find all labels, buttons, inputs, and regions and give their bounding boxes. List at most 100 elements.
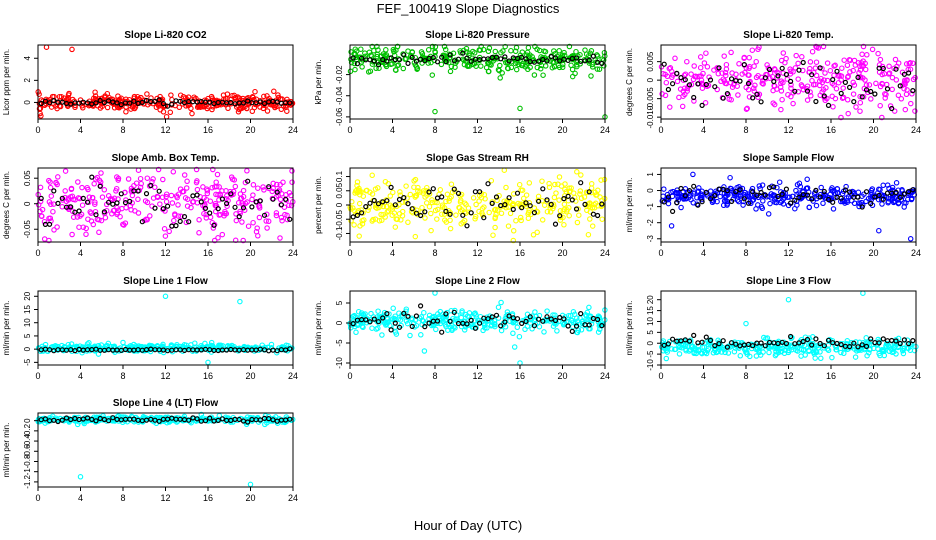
data-point <box>486 45 493 51</box>
data-point <box>273 212 280 219</box>
data-point <box>452 60 459 67</box>
data-point <box>358 207 365 213</box>
data-point <box>541 202 548 208</box>
hourly-point <box>59 99 65 105</box>
x-tick-label: 0 <box>658 248 663 258</box>
hourly-point <box>514 190 521 196</box>
hourly-point <box>350 55 356 61</box>
x-tick-label: 16 <box>203 371 213 381</box>
data-point <box>539 178 545 184</box>
data-point <box>275 92 281 98</box>
data-point <box>751 63 757 69</box>
data-point <box>437 318 443 324</box>
data-point <box>786 194 793 200</box>
data-points <box>347 43 608 120</box>
data-point <box>589 223 596 229</box>
data-point <box>526 200 533 206</box>
data-point <box>583 313 590 319</box>
data-point <box>180 93 187 100</box>
hourly-point <box>599 60 605 67</box>
hourly-point <box>443 208 449 214</box>
data-point <box>389 316 396 322</box>
data-point <box>714 65 720 71</box>
hourly-point <box>59 195 65 201</box>
hourly-point <box>477 189 483 195</box>
data-point <box>586 313 592 319</box>
data-point <box>813 72 820 79</box>
data-point <box>395 316 401 323</box>
data-point <box>170 169 177 175</box>
data-point <box>771 66 778 72</box>
data-point <box>162 233 169 239</box>
data-point <box>147 213 153 219</box>
data-point <box>707 188 714 194</box>
hourly-point <box>392 202 398 208</box>
data-point <box>169 200 176 206</box>
data-point <box>869 190 875 196</box>
data-point <box>131 182 137 189</box>
data-point <box>755 94 761 101</box>
hourly-point <box>699 339 705 345</box>
data-point <box>489 199 495 205</box>
data-point <box>865 89 871 96</box>
data-point <box>224 203 230 209</box>
data-point <box>855 189 862 196</box>
data-point <box>348 59 355 66</box>
data-point <box>561 222 567 228</box>
hourly-point <box>152 98 158 105</box>
hourly-point <box>493 194 500 200</box>
y-tick-label: 5 <box>23 333 32 338</box>
data-point <box>807 65 813 72</box>
data-point <box>851 57 858 64</box>
data-point <box>175 202 181 208</box>
hourly-point <box>565 57 571 64</box>
hourly-point <box>699 199 705 205</box>
data-point <box>827 67 834 74</box>
panel-5: Slope Gas Stream RH percent per min. 0 4 8 12… <box>314 153 610 258</box>
hourly-point <box>728 198 735 204</box>
data-point <box>453 212 459 218</box>
hourly-point <box>804 336 811 343</box>
data-point <box>403 183 409 189</box>
data-point <box>760 78 766 84</box>
data-point <box>435 311 441 317</box>
data-point <box>745 194 752 200</box>
data-point <box>817 82 823 89</box>
data-point <box>778 78 785 84</box>
data-point <box>495 304 502 311</box>
data-point <box>418 314 425 320</box>
data-point <box>594 191 600 198</box>
outlier-point <box>663 355 670 362</box>
data-point <box>383 52 390 58</box>
data-point <box>875 190 881 196</box>
data-point <box>864 52 870 58</box>
data-point <box>244 168 250 174</box>
data-point <box>520 195 527 202</box>
hourly-point <box>287 100 293 106</box>
data-point <box>771 101 778 108</box>
data-point <box>829 354 835 361</box>
data-point <box>66 90 72 97</box>
hourly-point <box>741 196 747 202</box>
data-point <box>488 177 495 184</box>
panel-8: Slope Line 2 Flow ml/min per min. 0 4 8 12 16 2… <box>314 276 610 381</box>
hourly-point <box>884 86 891 92</box>
hourly-point <box>464 223 470 229</box>
y-tick-label: 1 <box>646 172 655 177</box>
hourly-point <box>544 197 550 203</box>
data-point <box>573 48 579 55</box>
data-point <box>850 79 856 86</box>
y-axis-label: degrees C per min. <box>625 48 634 116</box>
data-point <box>807 89 813 95</box>
data-point <box>754 346 761 353</box>
data-point <box>355 308 362 315</box>
data-point <box>550 59 557 65</box>
panel-title: Slope Sample Flow <box>743 153 834 164</box>
data-point <box>457 208 464 215</box>
data-point <box>216 342 222 348</box>
data-point <box>893 180 900 186</box>
data-point <box>358 188 364 195</box>
hourly-point <box>236 416 242 423</box>
data-point <box>254 225 260 231</box>
hourly-point <box>523 56 529 62</box>
